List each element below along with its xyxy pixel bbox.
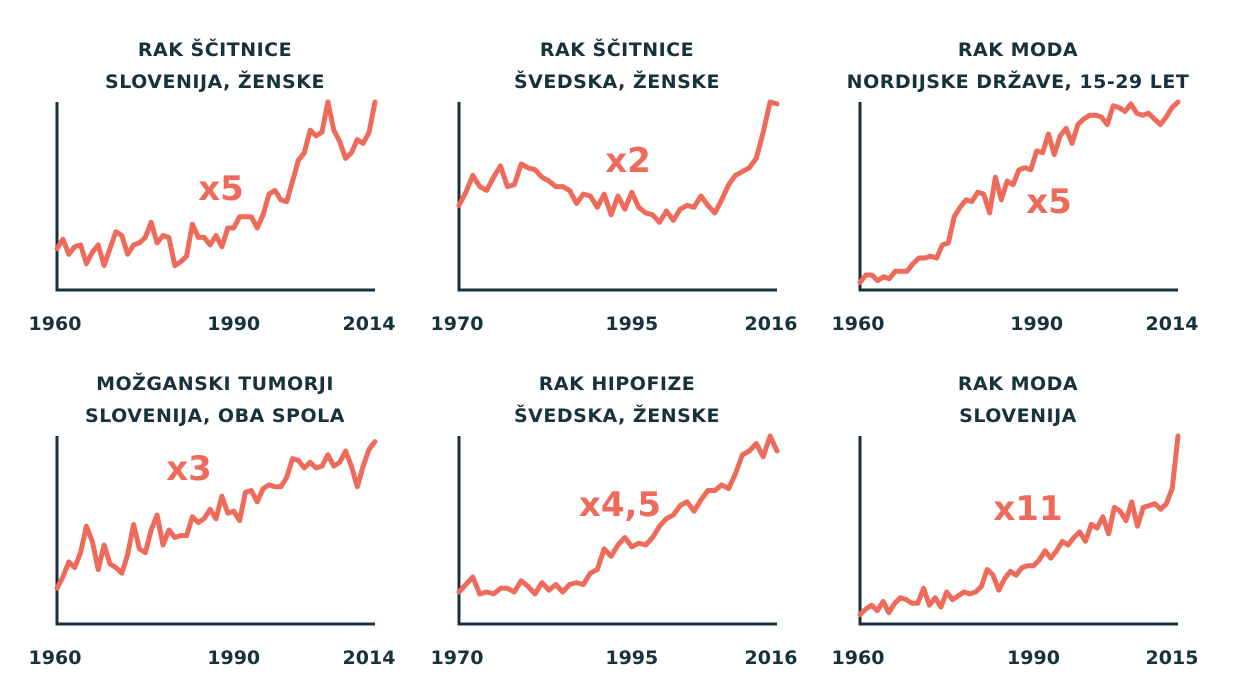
series-line bbox=[456, 433, 780, 597]
line-chart: 1960 1990 2014 x5 bbox=[29, 99, 395, 335]
growth-annotation: x4,5 bbox=[579, 485, 661, 525]
axis-lines bbox=[457, 102, 777, 292]
chart-title: MOŽGANSKI TUMORJI SLOVENIJA, OBA SPOLA bbox=[25, 368, 405, 432]
line-chart: 1970 1995 2016 x4,5 bbox=[431, 433, 797, 669]
chart-title: RAK MODA NORDIJSKE DRŽAVE, 15-29 LET bbox=[828, 34, 1208, 98]
axis-lines bbox=[457, 436, 777, 626]
x-tick-label: 1960 bbox=[832, 313, 885, 335]
chart-panel-6: RAK MODA SLOVENIJA 1960 1990 2015 x11 bbox=[828, 334, 1208, 669]
x-tick-label: 1995 bbox=[605, 313, 658, 335]
x-tick-label: 1990 bbox=[207, 313, 260, 335]
line-chart: 1960 1990 2014 x3 bbox=[29, 436, 395, 669]
x-tick-label: 1960 bbox=[29, 313, 82, 335]
x-tick-label: 1990 bbox=[1010, 313, 1063, 335]
chart-title-line-2: NORDIJSKE DRŽAVE, 15-29 LET bbox=[846, 71, 1190, 93]
growth-annotation: x3 bbox=[166, 449, 212, 489]
chart-title-line-2: SLOVENIJA bbox=[959, 405, 1077, 427]
series-line bbox=[857, 433, 1181, 618]
growth-annotation: x5 bbox=[1026, 182, 1072, 222]
chart-title: RAK ŠČITNICE SLOVENIJA, ŽENSKE bbox=[25, 34, 405, 98]
series-line bbox=[456, 99, 780, 225]
chart-panel-3: RAK MODA NORDIJSKE DRŽAVE, 15-29 LET 196… bbox=[828, 0, 1208, 335]
series-line bbox=[54, 439, 378, 591]
chart-title: RAK MODA SLOVENIJA bbox=[828, 368, 1208, 432]
chart-panel-4: MOŽGANSKI TUMORJI SLOVENIJA, OBA SPOLA 1… bbox=[25, 334, 405, 669]
growth-annotation: x5 bbox=[198, 169, 244, 209]
x-tick-label: 2016 bbox=[745, 647, 798, 669]
line-chart: 1960 1990 2014 x5 bbox=[832, 99, 1198, 335]
x-tick-label: 2014 bbox=[343, 647, 396, 669]
chart-title-line-1: RAK ŠČITNICE bbox=[539, 39, 695, 61]
x-tick-label: 2015 bbox=[1146, 647, 1199, 669]
x-tick-label: 1990 bbox=[207, 647, 260, 669]
x-tick-label: 2016 bbox=[745, 313, 798, 335]
axis-lines bbox=[55, 102, 375, 292]
chart-title-line-2: ŠVEDSKA, ŽENSKE bbox=[514, 71, 720, 93]
x-tick-label: 1970 bbox=[431, 647, 484, 669]
growth-annotation: x11 bbox=[993, 489, 1062, 529]
x-tick-label: 1960 bbox=[832, 647, 885, 669]
chart-title-line-1: RAK HIPOFIZE bbox=[538, 373, 696, 395]
series-line bbox=[857, 99, 1181, 285]
chart-title-line-1: MOŽGANSKI TUMORJI bbox=[96, 373, 334, 395]
line-chart: 1960 1990 2015 x11 bbox=[832, 433, 1198, 669]
chart-panel-1: RAK ŠČITNICE SLOVENIJA, ŽENSKE 1960 1990 2… bbox=[25, 0, 405, 335]
chart-title: RAK HIPOFIZE ŠVEDSKA, ŽENSKE bbox=[427, 368, 807, 432]
chart-title-line-1: RAK ŠČITNICE bbox=[137, 39, 293, 61]
axis-lines bbox=[55, 436, 375, 626]
axis-lines bbox=[858, 436, 1178, 626]
line-chart: 1970 1995 2016 x2 bbox=[431, 99, 797, 335]
chart-title: RAK ŠČITNICE ŠVEDSKA, ŽENSKE bbox=[427, 34, 807, 98]
chart-title-line-2: ŠVEDSKA, ŽENSKE bbox=[514, 405, 720, 427]
chart-panel-5: RAK HIPOFIZE ŠVEDSKA, ŽENSKE 1970 1995 201… bbox=[427, 334, 807, 669]
growth-annotation: x2 bbox=[605, 141, 651, 181]
x-tick-label: 1995 bbox=[605, 647, 658, 669]
chart-title-line-2: SLOVENIJA, OBA SPOLA bbox=[85, 405, 345, 427]
x-tick-label: 2014 bbox=[1146, 313, 1199, 335]
x-tick-label: 1970 bbox=[431, 313, 484, 335]
chart-title-line-1: RAK MODA bbox=[957, 373, 1079, 395]
chart-panel-2: RAK ŠČITNICE ŠVEDSKA, ŽENSKE 1970 1995 201… bbox=[427, 0, 807, 335]
x-tick-label: 1960 bbox=[29, 647, 82, 669]
series-line bbox=[54, 99, 378, 269]
chart-title-line-1: RAK MODA bbox=[957, 39, 1079, 61]
axis-lines bbox=[858, 102, 1178, 292]
x-tick-label: 1990 bbox=[1007, 647, 1060, 669]
x-tick-label: 2014 bbox=[343, 313, 396, 335]
chart-title-line-2: SLOVENIJA, ŽENSKE bbox=[105, 71, 325, 93]
